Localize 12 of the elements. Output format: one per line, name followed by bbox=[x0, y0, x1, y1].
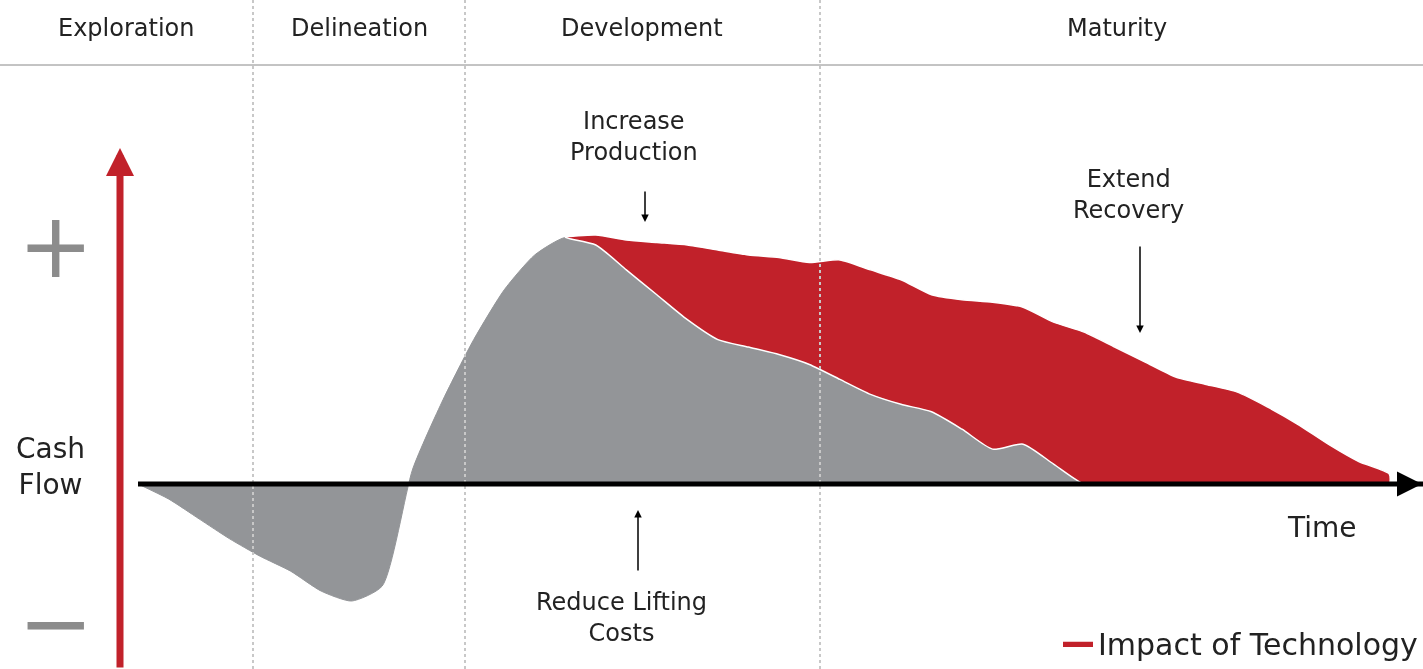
text: + bbox=[18, 193, 94, 298]
text: − bbox=[18, 570, 94, 669]
text: Increase Production bbox=[570, 107, 698, 167]
y-axis-title: Cash Flow bbox=[16, 432, 86, 502]
x-axis-title: Time bbox=[1287, 511, 1357, 544]
text: Delineation bbox=[291, 14, 429, 42]
text: Extend Recovery bbox=[1073, 165, 1185, 225]
text: Maturity bbox=[1067, 14, 1168, 42]
text: Exploration bbox=[58, 14, 195, 42]
annotation: Reduce Lifting Costs bbox=[536, 588, 707, 648]
text: Development bbox=[561, 14, 723, 42]
legend-label: Impact of Technology bbox=[1098, 626, 1418, 662]
